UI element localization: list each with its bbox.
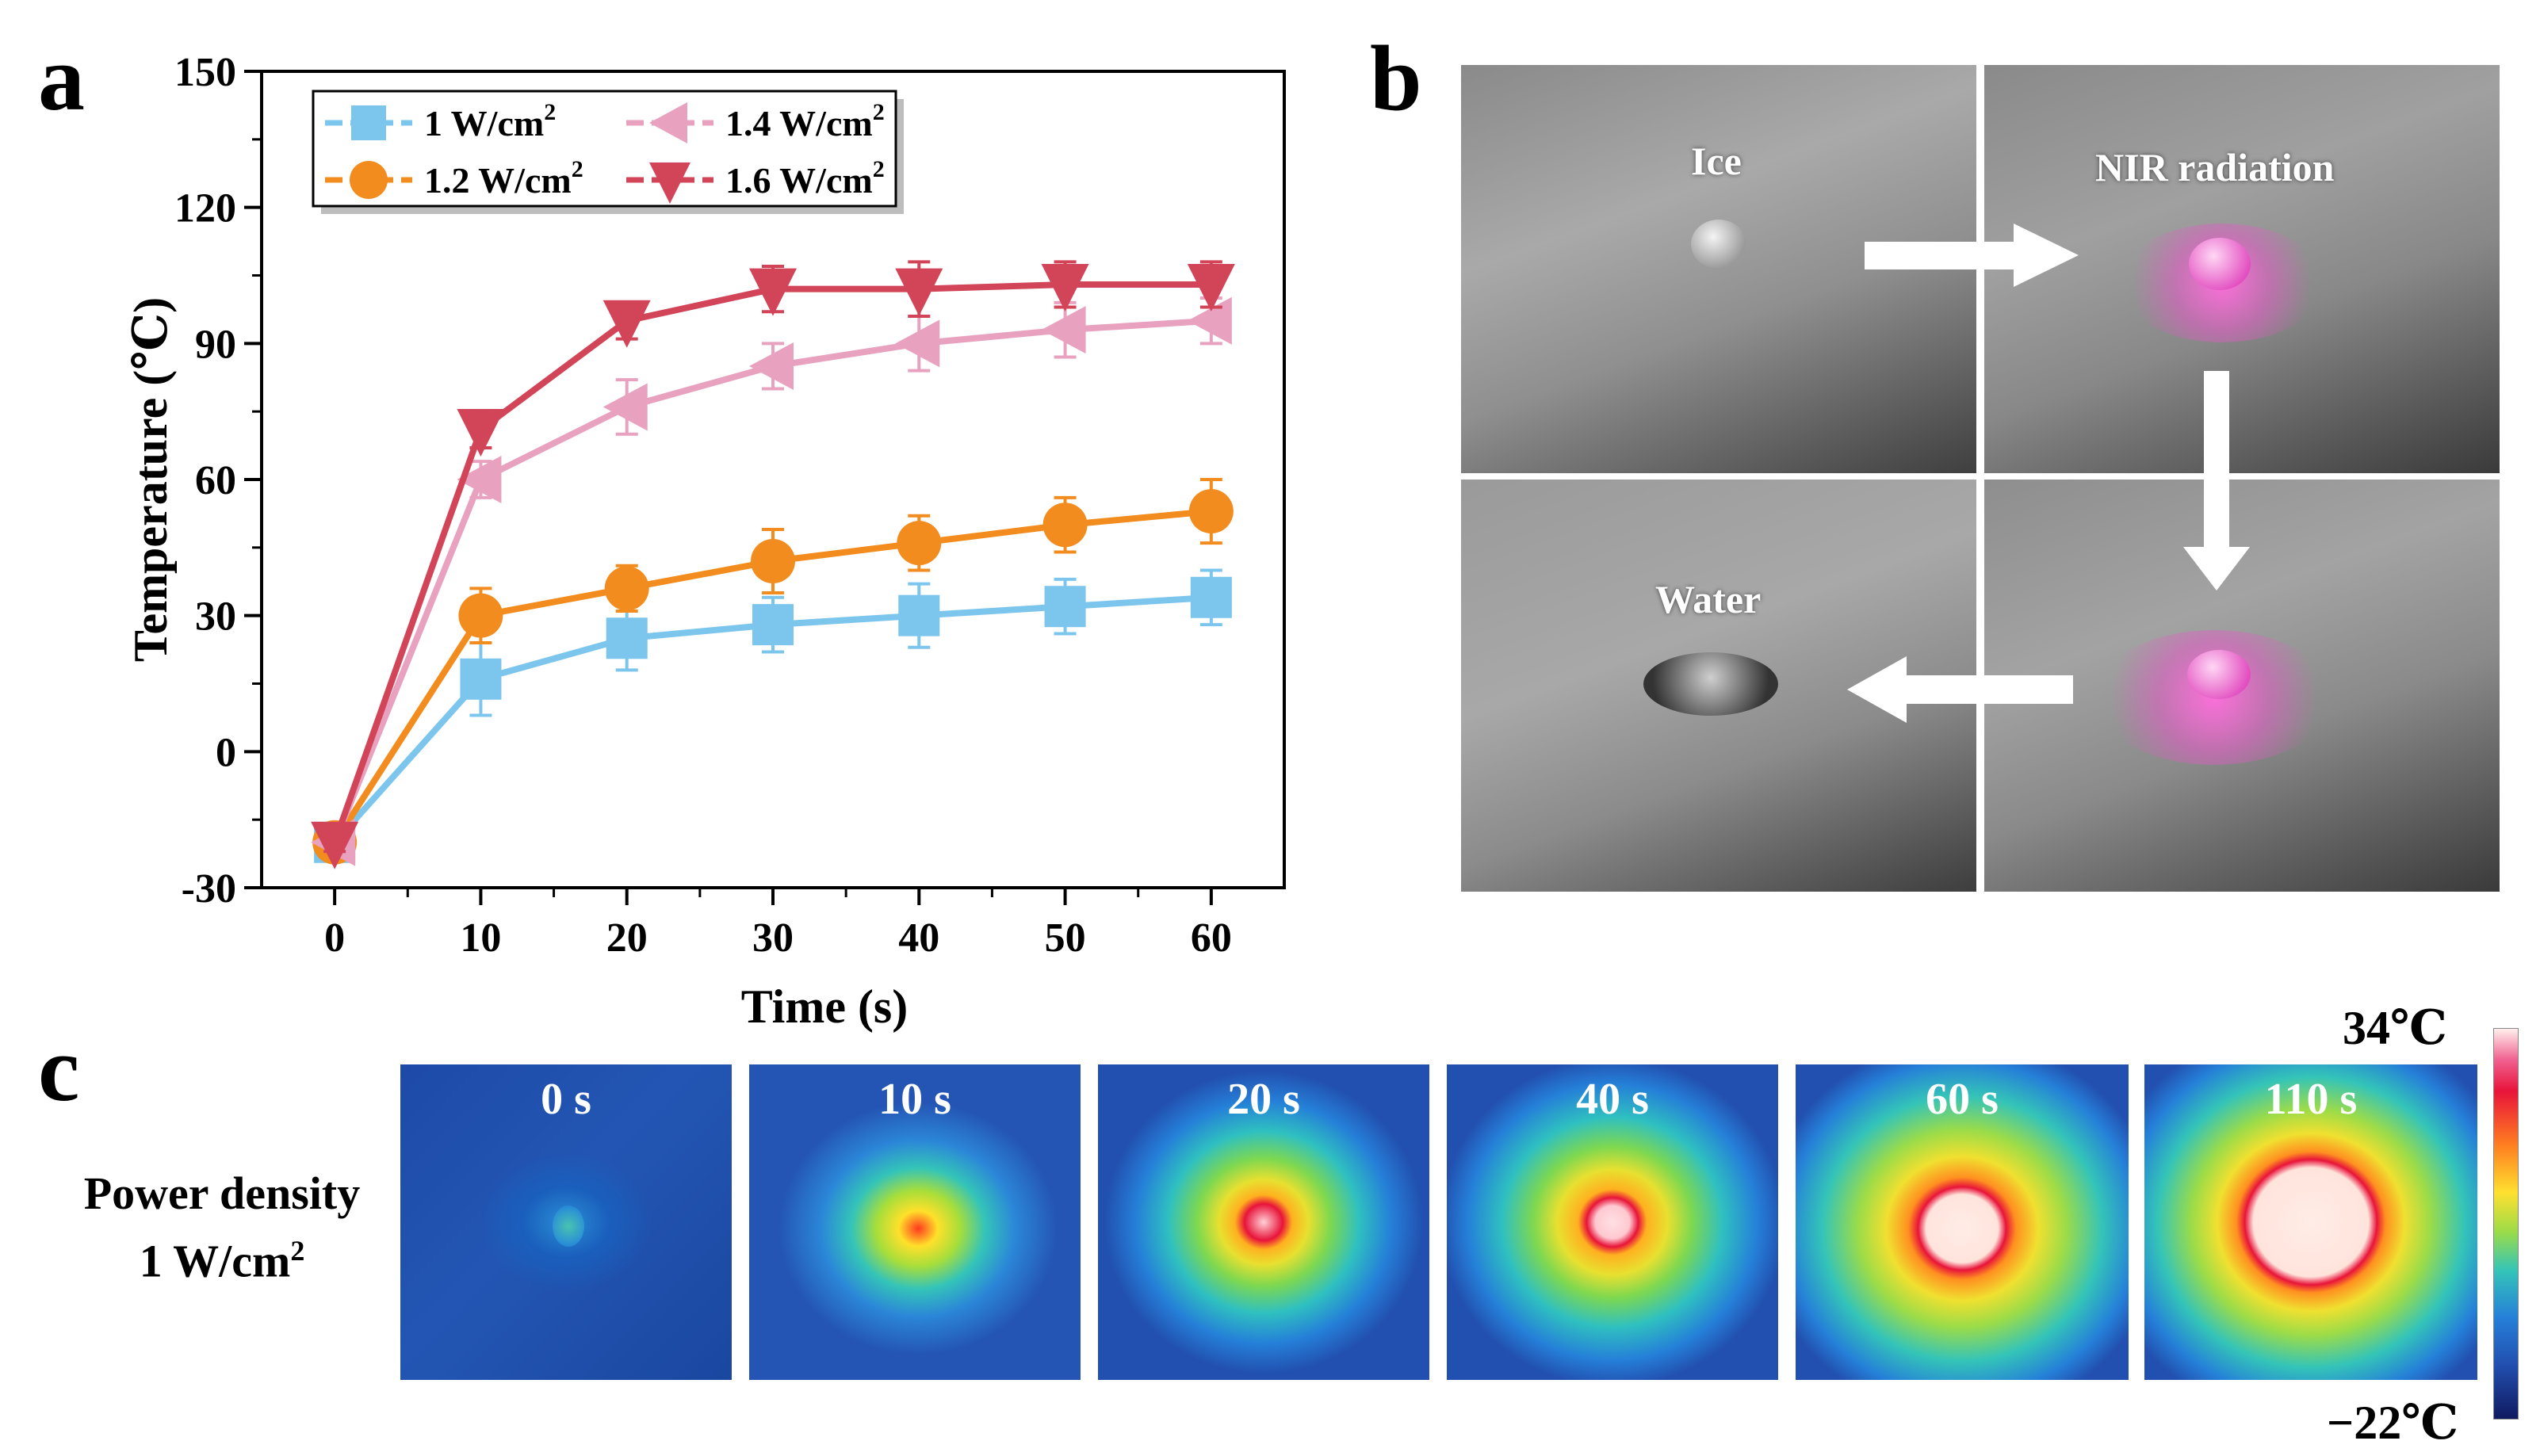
colorbar-min-label: −22℃ (2327, 1397, 2459, 1449)
x-tick-label: 0 (324, 915, 345, 961)
chart-axes: -30 0 30 60 90 120 150 0 10 20 30 40 50 60 (174, 50, 1286, 961)
data-point (1042, 503, 1088, 548)
data-point (350, 161, 388, 199)
data-point (457, 409, 505, 457)
x-tick-label: 50 (1045, 915, 1086, 961)
series-1 (314, 568, 1232, 863)
y-tick-label: 120 (174, 186, 236, 231)
power-density-label: Power density 1 W/cm2 (48, 1165, 396, 1290)
data-point (1187, 263, 1235, 311)
water-puddle (1643, 652, 1778, 716)
legend-item: 1.2 W/cm2 (325, 156, 583, 201)
data-point (458, 593, 503, 638)
legend-label-sup: 2 (873, 99, 885, 125)
data-point (897, 521, 942, 566)
x-tick-label: 60 (1191, 915, 1232, 961)
data-point (457, 456, 502, 503)
photo-label-water: Water (1655, 577, 1762, 621)
photo-label-ice: Ice (1691, 139, 1742, 183)
thermal-frame-110s: 110 s (2144, 1064, 2477, 1380)
legend-item: 1.6 W/cm2 (626, 156, 885, 204)
x-tick-label: 20 (606, 915, 648, 961)
legend-label-sup: 2 (873, 156, 885, 182)
temperature-colorbar (2493, 1028, 2519, 1420)
y-tick-label: 0 (216, 730, 236, 775)
data-point (1188, 489, 1234, 534)
x-axis-label: Time (s) (741, 980, 909, 1033)
legend-item: 1.4 W/cm2 (626, 99, 885, 143)
colorbar-max-label: 34℃ (2343, 1002, 2447, 1054)
series-3 (311, 296, 1232, 866)
data-point (351, 105, 386, 140)
data-point (898, 594, 940, 636)
photo-nir: NIR radiation (1984, 65, 2500, 473)
y-tick-label: 90 (195, 322, 236, 367)
y-tick-label: 60 (195, 458, 236, 503)
x-tick-label: 10 (460, 915, 501, 961)
panel-letter-b: b (1370, 26, 1422, 130)
data-point (1190, 576, 1232, 618)
photo-water: Water (1461, 480, 1976, 892)
photo-label-nir: NIR radiation (2095, 145, 2335, 189)
y-tick-label: -30 (182, 866, 236, 911)
y-tick-label: 30 (195, 594, 236, 640)
data-point (1044, 586, 1086, 628)
data-point (895, 268, 943, 316)
photo-nir-melting (1984, 480, 2500, 892)
x-tick-label: 30 (752, 915, 794, 961)
legend-label-sup: 2 (572, 156, 583, 182)
legend-label: 1 W/cm2 (424, 99, 556, 143)
y-axis-label: Temperature (℃) (124, 297, 177, 662)
thermal-frame-label: 60 s (1926, 1075, 1999, 1124)
legend-label: 1.4 W/cm2 (725, 99, 885, 143)
chart-legend: 1 W/cm2 1.4 W/cm2 1.2 W/cm2 1.6 W/cm2 (312, 90, 904, 214)
data-point (649, 102, 687, 143)
thermal-spot (553, 1206, 584, 1247)
legend-label-sup: 2 (544, 99, 556, 125)
y-tick-label: 150 (174, 50, 236, 95)
data-point (460, 658, 502, 700)
thermal-frame-0s: 0 s (400, 1064, 732, 1380)
thermal-frame-label: 20 s (1227, 1075, 1300, 1124)
thermal-frame-40s: 40 s (1447, 1064, 1778, 1380)
data-point (751, 539, 795, 583)
data-point (749, 342, 794, 390)
thermal-frame-60s: 60 s (1796, 1064, 2129, 1380)
ice-droplet (1691, 220, 1746, 269)
data-point (649, 162, 690, 204)
photo-ice: Ice (1461, 65, 1976, 473)
thermal-frame-label: 10 s (878, 1075, 951, 1124)
panel-letter-c: c (38, 1017, 80, 1121)
nir-droplet (2189, 238, 2251, 290)
thermal-frame-20s: 20 s (1098, 1064, 1429, 1380)
data-point (602, 300, 651, 348)
data-point (749, 268, 797, 316)
thermal-frame-label: 40 s (1576, 1075, 1649, 1124)
legend-label: 1.6 W/cm2 (725, 156, 885, 201)
data-point (1041, 263, 1089, 311)
data-point (752, 604, 794, 646)
thermal-frame-label: 110 s (2264, 1075, 2358, 1124)
data-point (1187, 296, 1232, 345)
data-point (602, 383, 648, 431)
power-density-line2: 1 W/cm2 (139, 1235, 305, 1287)
panel-letter-a: a (38, 26, 85, 130)
thermal-frame-label: 0 s (541, 1075, 591, 1124)
data-point (1041, 306, 1086, 354)
legend-box (312, 90, 897, 208)
temperature-time-chart: -30 0 30 60 90 120 150 0 10 20 30 40 50 60 Time (s) T… (124, 50, 1286, 1033)
data-point (311, 821, 359, 869)
legend-label: 1.2 W/cm2 (424, 156, 583, 201)
data-point (604, 566, 649, 611)
data-point (895, 319, 940, 368)
thermal-frame-10s: 10 s (749, 1064, 1081, 1380)
data-point (606, 617, 648, 659)
chart-series-layer (311, 260, 1235, 869)
legend-item: 1 W/cm2 (325, 99, 556, 143)
series-2 (312, 478, 1234, 865)
nir-droplet-2 (2187, 650, 2251, 699)
x-tick-label: 40 (898, 915, 939, 961)
power-density-line1: Power density (83, 1167, 361, 1219)
series-4 (311, 260, 1235, 869)
